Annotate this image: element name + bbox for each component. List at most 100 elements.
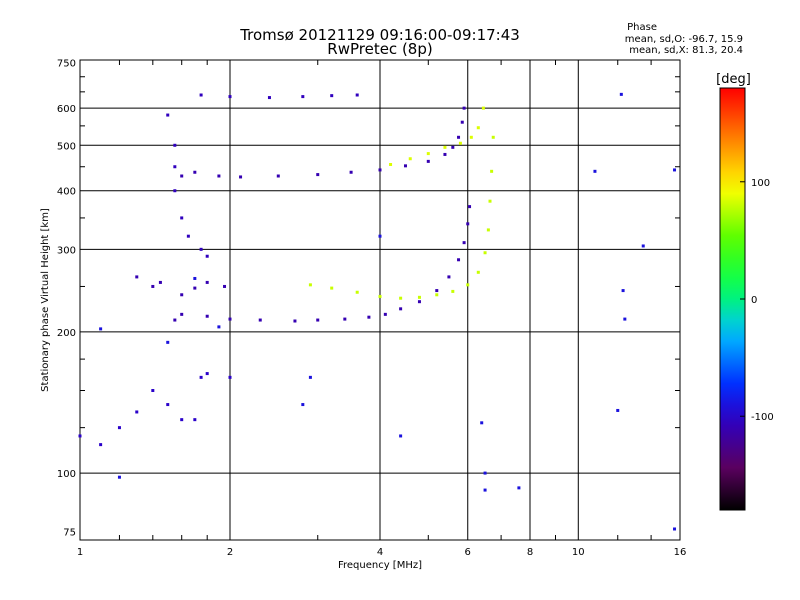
data-point [408,157,412,161]
phase-stats-x: mean, sd,X: 81.3, 20.4 [629,45,743,56]
data-point [193,286,197,290]
data-point [228,317,232,321]
data-point [443,145,447,149]
data-point [205,314,209,318]
data-point [457,135,461,139]
data-point [451,145,455,149]
x-tick-label: 8 [527,547,533,558]
data-point [399,434,403,438]
data-point [180,293,184,297]
data-point [490,169,494,173]
data-point [217,174,221,178]
data-point [403,164,407,168]
data-point [166,340,170,344]
data-point [301,95,305,99]
y-tick-label: 100 [57,469,76,480]
data-point [673,527,677,531]
data-point [293,319,297,323]
data-point [316,318,320,322]
data-point [166,403,170,407]
data-point [517,486,521,490]
data-point [641,244,645,248]
data-point [158,280,162,284]
colorbar-tick-label: 0 [751,295,757,306]
data-point [180,418,184,422]
data-point [623,317,627,321]
data-point [151,389,155,393]
data-point [383,312,387,316]
data-point [239,175,243,179]
data-point [460,120,464,124]
data-point [316,173,320,177]
x-tick-label: 16 [674,547,687,558]
data-point [180,216,184,220]
y-tick-label: 75 [63,528,76,539]
data-point [483,471,487,475]
data-point [466,283,470,287]
data-point [447,275,451,279]
chart-title: Tromsø 20121129 09:16:00-09:17:43 [240,26,520,44]
data-point [180,174,184,178]
data-point [173,318,177,322]
data-point [223,284,227,288]
data-point [435,289,439,293]
data-point [389,162,393,166]
data-point [267,96,271,100]
data-point [78,434,82,438]
data-point [199,93,203,97]
colorbar-tick-label: -100 [751,412,774,423]
data-point [673,168,677,172]
phase-stats-o: mean, sd,O: -96.7, 15.9 [624,34,743,45]
data-point [301,403,305,407]
colorbar-tick-label: 100 [751,178,770,189]
data-point [486,228,490,232]
data-point [308,375,312,379]
x-tick-label: 6 [465,547,471,558]
data-point [199,247,203,251]
data-point [193,170,197,174]
data-point [367,315,371,319]
data-point [483,488,487,492]
data-point [173,165,177,169]
data-point [480,421,484,425]
x-tick-label: 2 [227,547,233,558]
data-point [462,241,466,245]
data-point [117,426,121,430]
data-point [117,475,121,479]
data-point [451,289,455,293]
data-point [593,169,597,173]
data-point [457,258,461,262]
data-point [378,168,382,172]
data-point [205,372,209,376]
data-point [343,317,347,321]
data-point [619,92,623,96]
data-point [621,289,625,293]
y-tick-label: 750 [57,59,76,70]
data-point [151,284,155,288]
data-point [355,93,359,97]
data-point [469,135,473,139]
data-point [186,234,190,238]
data-point [217,325,221,329]
data-point [399,296,403,300]
data-point [378,294,382,298]
data-point [99,327,103,331]
data-point [491,135,495,139]
data-point [476,126,480,130]
data-point [173,143,177,147]
data-point [417,295,421,299]
data-point [483,251,487,255]
data-point [258,318,262,322]
data-point [199,375,203,379]
x-tick-label: 10 [572,547,585,558]
data-point [488,199,492,203]
data-point [355,290,359,294]
y-tick-label: 300 [57,245,76,256]
data-point [435,293,439,297]
data-point [330,94,334,98]
x-tick-label: 4 [377,547,383,558]
data-point [205,254,209,258]
data-point [399,307,403,311]
